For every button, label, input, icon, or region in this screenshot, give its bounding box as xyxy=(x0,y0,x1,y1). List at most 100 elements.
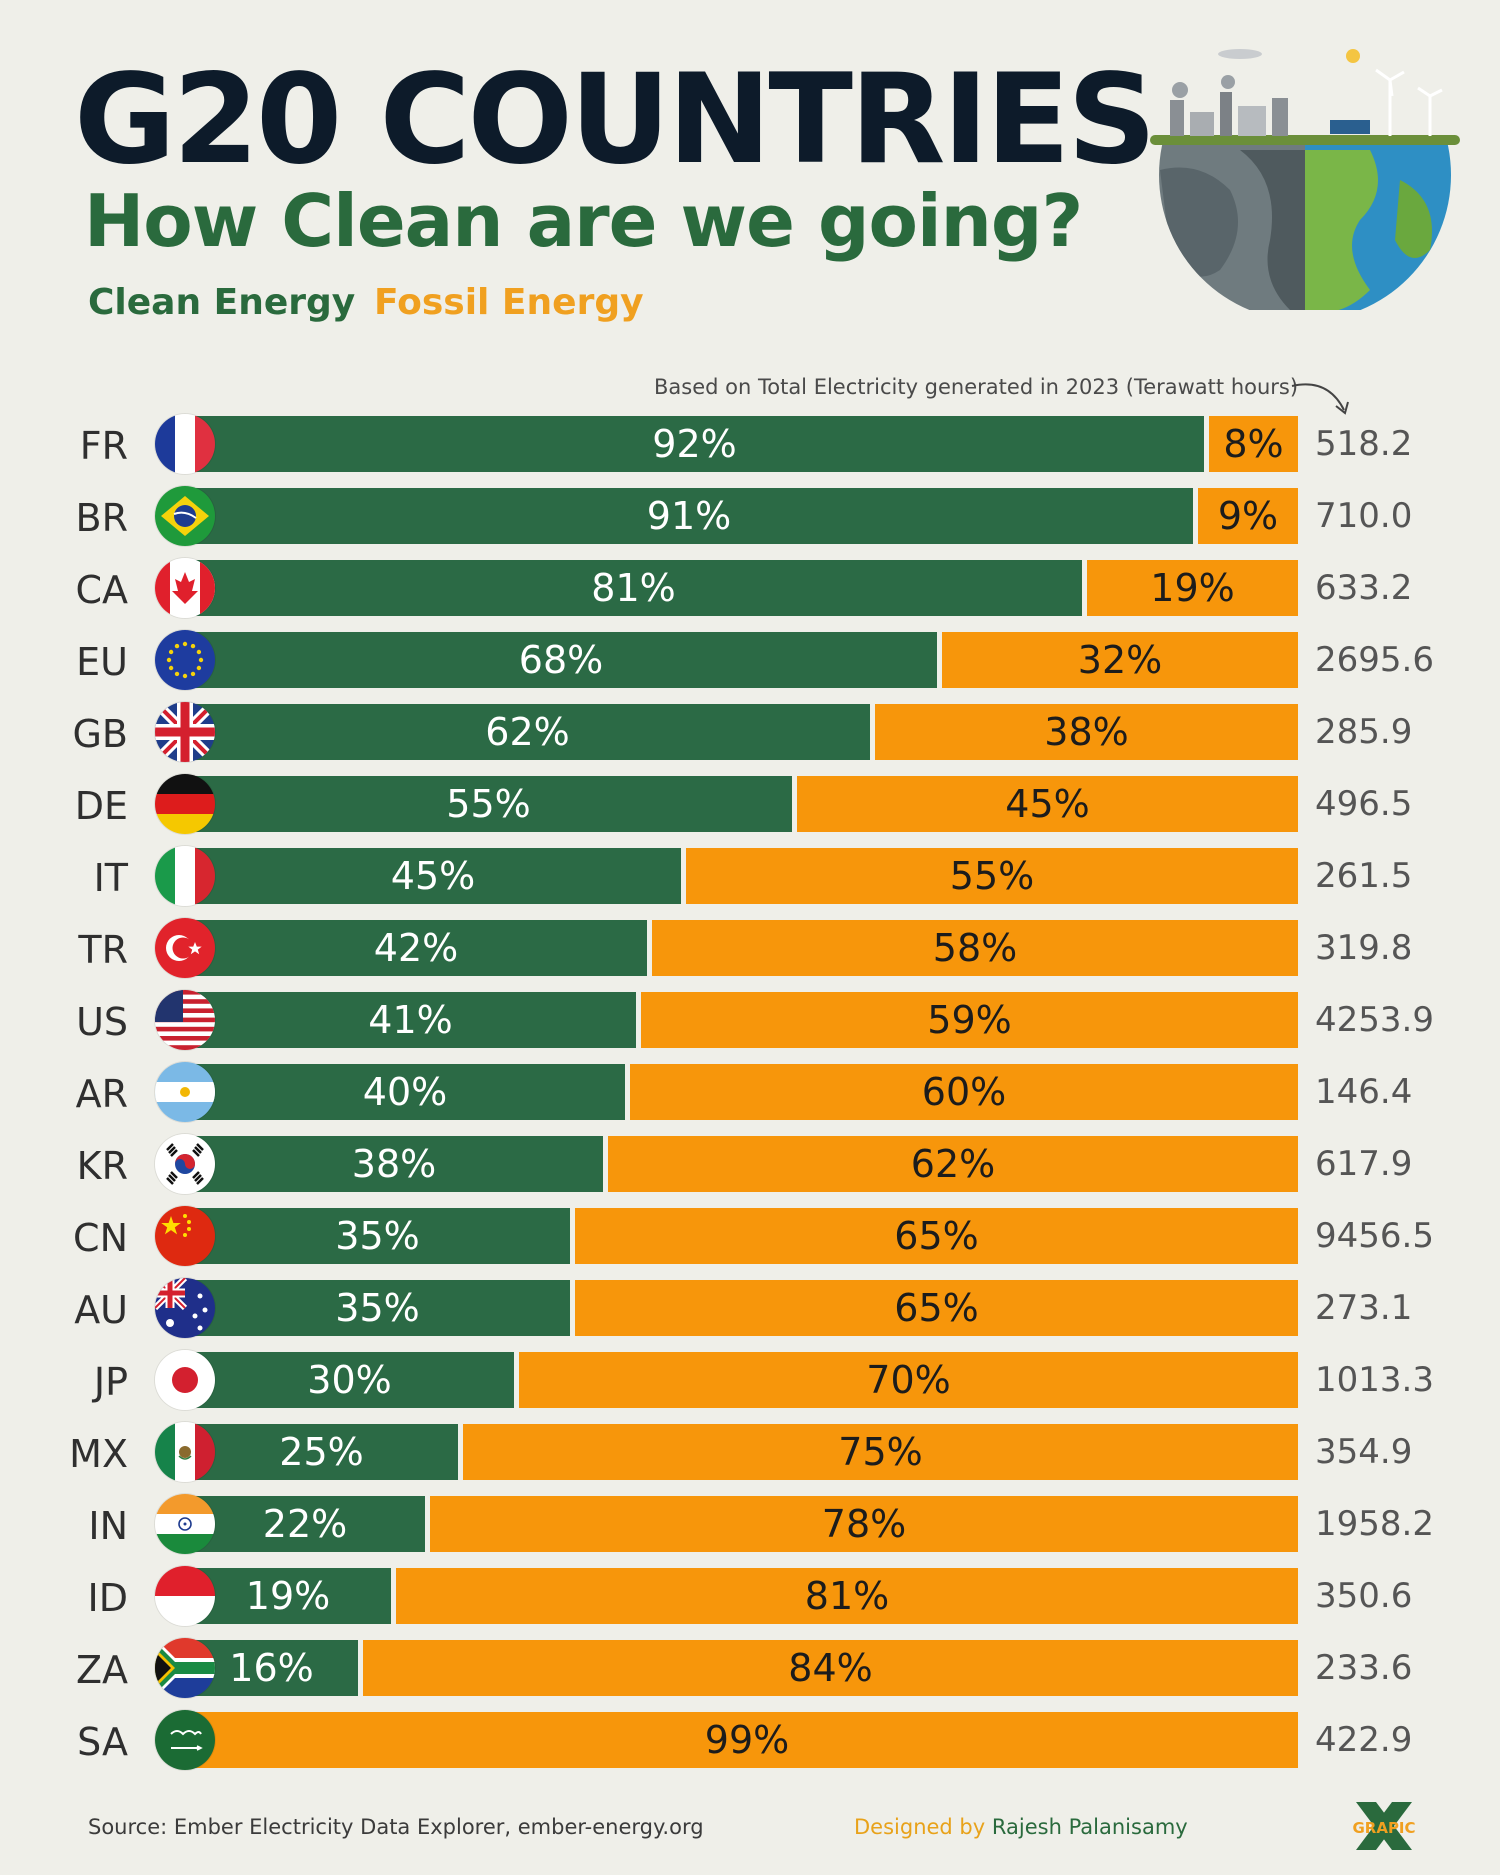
svg-text:GRAPIC: GRAPIC xyxy=(1352,1819,1415,1837)
argentina-flag-icon xyxy=(155,1062,215,1122)
clean-energy-value-label: 35% xyxy=(335,1286,420,1330)
total-electricity-value: 633.2 xyxy=(1315,568,1413,608)
country-code-label: ZA xyxy=(75,1648,128,1692)
usa-flag-icon xyxy=(155,990,215,1050)
fossil-energy-bar: 81% xyxy=(396,1568,1298,1624)
globe-illustration-icon xyxy=(1150,49,1460,310)
designer-name: Rajesh Palanisamy xyxy=(991,1815,1188,1839)
fossil-energy-value-label: 75% xyxy=(838,1430,923,1474)
page-subtitle: How Clean are we going? xyxy=(84,179,1083,263)
country-code-label: TR xyxy=(78,928,128,972)
country-code-label: CN xyxy=(73,1216,128,1260)
legend-clean-energy: Clean Energy xyxy=(88,282,356,323)
fossil-energy-value-label: 78% xyxy=(821,1502,907,1546)
fossil-energy-bar: 60% xyxy=(630,1064,1298,1120)
clean-energy-bar: 35% xyxy=(185,1208,570,1264)
fossil-energy-value-label: 60% xyxy=(921,1070,1007,1114)
fossil-energy-value-label: 70% xyxy=(866,1358,951,1402)
fossil-energy-bar: 65% xyxy=(575,1208,1298,1264)
fossil-energy-bar: 38% xyxy=(875,704,1298,760)
total-electricity-value: 350.6 xyxy=(1315,1576,1413,1616)
fossil-energy-value-label: 32% xyxy=(1077,638,1163,682)
country-code-label: KR xyxy=(76,1144,128,1188)
country-code-label: BR xyxy=(75,496,128,540)
clean-energy-bar: 41% xyxy=(185,992,636,1048)
clean-energy-value-label: 42% xyxy=(373,926,459,970)
clean-energy-value-label: 62% xyxy=(485,710,570,754)
china-flag-icon xyxy=(155,1206,215,1266)
total-electricity-value: 9456.5 xyxy=(1315,1216,1434,1256)
fossil-energy-bar: 45% xyxy=(797,776,1298,832)
fossil-energy-bar: 8% xyxy=(1209,416,1298,472)
clean-energy-value-label: 91% xyxy=(646,494,732,538)
clean-energy-bar: 35% xyxy=(185,1280,570,1336)
chart-note: Based on Total Electricity generated in … xyxy=(654,375,1299,399)
clean-energy-value-label: 30% xyxy=(307,1358,392,1402)
country-code-label: EU xyxy=(76,640,128,684)
italy-flag-icon xyxy=(155,846,215,906)
total-electricity-value: 146.4 xyxy=(1315,1072,1413,1112)
total-electricity-value: 354.9 xyxy=(1315,1432,1413,1472)
fossil-energy-value-label: 45% xyxy=(1005,782,1090,826)
fossil-energy-bar: 19% xyxy=(1087,560,1298,616)
total-electricity-value: 273.1 xyxy=(1315,1288,1413,1328)
total-electricity-value: 1958.2 xyxy=(1315,1504,1434,1544)
france-flag-icon xyxy=(155,414,215,474)
total-electricity-value: 233.6 xyxy=(1315,1648,1413,1688)
clean-energy-bar: 45% xyxy=(185,848,681,904)
south-africa-flag-icon xyxy=(155,1638,215,1698)
total-electricity-value: 285.9 xyxy=(1315,712,1413,752)
fossil-energy-bar: 65% xyxy=(575,1280,1298,1336)
clean-energy-bar: 62% xyxy=(185,704,870,760)
fossil-energy-bar: 9% xyxy=(1198,488,1298,544)
fossil-energy-value-label: 62% xyxy=(910,1142,996,1186)
clean-energy-value-label: 81% xyxy=(591,566,676,610)
australia-flag-icon xyxy=(155,1278,215,1338)
indonesia-flag-icon xyxy=(155,1566,215,1626)
clean-energy-bar: 81% xyxy=(185,560,1082,616)
fossil-energy-bar: 99% xyxy=(196,1712,1298,1768)
country-code-label: FR xyxy=(79,424,128,468)
clean-energy-bar: 30% xyxy=(185,1352,514,1408)
clean-energy-value-label: 92% xyxy=(652,422,737,466)
total-electricity-value: 319.8 xyxy=(1315,928,1413,968)
page-title: G20 COUNTRIES xyxy=(74,48,1157,192)
fossil-energy-value-label: 81% xyxy=(804,1574,890,1618)
canada-flag-icon xyxy=(155,558,215,618)
fossil-energy-bar: 75% xyxy=(463,1424,1298,1480)
eu-flag-icon xyxy=(155,630,215,690)
total-electricity-value: 422.9 xyxy=(1315,1720,1413,1760)
clean-energy-value-label: 38% xyxy=(351,1142,437,1186)
clean-energy-value-label: 22% xyxy=(262,1502,348,1546)
clean-energy-value-label: 68% xyxy=(518,638,604,682)
total-electricity-value: 1013.3 xyxy=(1315,1360,1434,1400)
india-flag-icon xyxy=(155,1494,215,1554)
fossil-energy-bar: 70% xyxy=(519,1352,1298,1408)
fossil-energy-bar: 59% xyxy=(641,992,1298,1048)
fossil-energy-value-label: 65% xyxy=(894,1214,979,1258)
country-code-label: ID xyxy=(87,1576,128,1620)
total-electricity-value: 710.0 xyxy=(1315,496,1413,536)
country-code-label: GB xyxy=(72,712,128,756)
fossil-energy-bar: 84% xyxy=(363,1640,1298,1696)
fossil-energy-value-label: 9% xyxy=(1217,494,1279,538)
fossil-energy-bar: 55% xyxy=(686,848,1298,904)
legend-fossil-energy: Fossil Energy xyxy=(374,282,644,323)
country-code-label: IT xyxy=(93,856,128,900)
fossil-energy-value-label: 8% xyxy=(1223,422,1284,466)
fossil-energy-value-label: 55% xyxy=(949,854,1035,898)
clean-energy-value-label: 45% xyxy=(390,854,476,898)
country-code-label: DE xyxy=(74,784,128,828)
country-code-label: JP xyxy=(93,1360,128,1404)
country-code-label: CA xyxy=(75,568,128,612)
clean-energy-bar: 25% xyxy=(185,1424,458,1480)
designed-by-label: Designed by xyxy=(854,1815,986,1839)
clean-energy-value-label: 55% xyxy=(446,782,531,826)
country-code-label: US xyxy=(76,1000,128,1044)
clean-energy-bar: 68% xyxy=(185,632,937,688)
clean-energy-bar: 55% xyxy=(185,776,792,832)
total-electricity-value: 2695.6 xyxy=(1315,640,1434,680)
fossil-energy-bar: 62% xyxy=(608,1136,1298,1192)
south-korea-flag-icon xyxy=(155,1134,215,1194)
